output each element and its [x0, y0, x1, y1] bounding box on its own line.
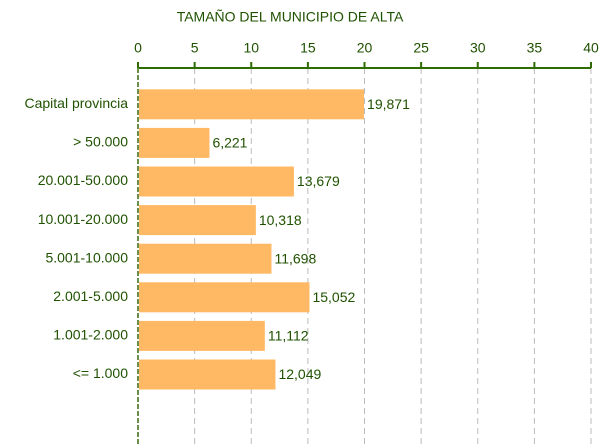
value-label: 11,698: [274, 250, 316, 266]
value-label: 10,318: [259, 212, 302, 228]
x-tick-label: 0: [134, 40, 142, 56]
y-tick-label: <= 1.000: [73, 365, 128, 381]
x-tick-label: 35: [527, 40, 543, 56]
bar: [139, 166, 294, 197]
x-tick-label: 5: [191, 40, 199, 56]
chart-title: TAMAÑO DEL MUNICIPIO DE ALTA: [177, 9, 404, 25]
y-tick-label: > 50.000: [73, 134, 128, 150]
bar: [139, 282, 310, 313]
y-tick-label: 20.001-50.000: [38, 172, 129, 188]
x-tick-label: 20: [357, 40, 373, 56]
bar: [139, 205, 256, 236]
bar: [139, 359, 276, 390]
y-tick-label: Capital provincia: [25, 95, 129, 111]
bar: [139, 89, 365, 120]
y-tick-label: 10.001-20.000: [38, 211, 129, 227]
x-tick-label: 10: [243, 40, 259, 56]
y-tick-label: 5.001-10.000: [45, 249, 128, 265]
value-label: 12,049: [278, 366, 321, 382]
value-label: 11,112: [268, 328, 309, 344]
value-label: 15,052: [312, 289, 355, 305]
x-tick-label: 25: [413, 40, 429, 56]
x-tick-label: 40: [583, 40, 599, 56]
x-tick-label: 30: [470, 40, 486, 56]
value-label: 19,871: [367, 96, 410, 112]
y-tick-label: 1.001-2.000: [53, 327, 128, 343]
bar: [139, 243, 272, 274]
y-tick-label: 2.001-5.000: [53, 288, 128, 304]
bar: [139, 320, 265, 351]
value-label: 6,221: [212, 135, 247, 151]
value-label: 13,679: [297, 173, 340, 189]
x-tick-label: 15: [300, 40, 316, 56]
bar: [139, 127, 210, 158]
